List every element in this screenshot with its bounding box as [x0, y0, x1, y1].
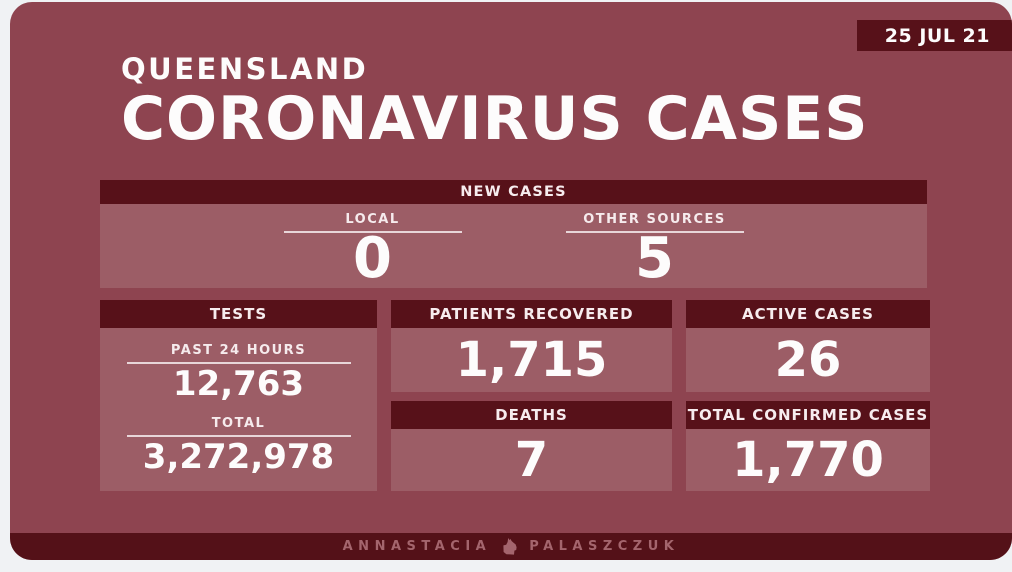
region-title: QUEENSLAND [121, 52, 369, 86]
active-cases-value: 26 [686, 328, 930, 392]
total-tests-value: 3,272,978 [142, 437, 335, 477]
tests-header: TESTS [100, 300, 377, 328]
divider [126, 362, 351, 364]
footer-last-name: PALASZCZUK [529, 539, 680, 554]
new-cases-panel: LOCAL 0 OTHER SOURCES 5 [100, 204, 927, 288]
new-cases-section: NEW CASES LOCAL 0 OTHER SOURCES 5 [100, 180, 927, 288]
spacer [686, 392, 930, 401]
total-tests-label: TOTAL [211, 416, 266, 431]
queensland-map-icon [503, 538, 517, 555]
deaths-value: 7 [391, 429, 672, 491]
footer-first-name: ANNASTACIA [342, 539, 492, 554]
date-text: 25 JUL 21 [884, 24, 990, 47]
new-cases-other-sources: OTHER SOURCES 5 [514, 204, 796, 288]
page-title: CORONAVIRUS CASES [121, 84, 869, 154]
local-value: 0 [353, 226, 392, 291]
divider [283, 231, 462, 233]
patients-recovered-header: PATIENTS RECOVERED [391, 300, 672, 328]
tests-panel: PAST 24 HOURS 12,763 TOTAL 3,272,978 [100, 328, 377, 491]
divider [126, 435, 351, 437]
deaths-header: DEATHS [391, 401, 672, 429]
past-24-hours-label: PAST 24 HOURS [170, 343, 307, 358]
title-block: QUEENSLAND CORONAVIRUS CASES [121, 52, 869, 150]
infographic-card: 25 JUL 21 QUEENSLAND CORONAVIRUS CASES N… [10, 2, 1012, 560]
active-cases-header: ACTIVE CASES [686, 300, 930, 328]
patients-recovered-value: 1,715 [391, 328, 672, 392]
recovered-deaths-column: PATIENTS RECOVERED 1,715 DEATHS 7 [391, 300, 672, 491]
other-sources-label: OTHER SOURCES [583, 212, 726, 227]
past-24-hours-value: 12,763 [172, 364, 305, 404]
total-confirmed-value: 1,770 [686, 429, 930, 491]
date-badge: 25 JUL 21 [856, 20, 1012, 51]
footer-signature-bar: ANNASTACIA PALASZCZUK [10, 533, 1012, 560]
new-cases-header: NEW CASES [100, 180, 927, 204]
spacer [391, 392, 672, 401]
divider [565, 231, 744, 233]
stats-grid: TESTS PAST 24 HOURS 12,763 TOTAL 3,272,9… [100, 300, 930, 491]
other-sources-value: 5 [635, 226, 674, 291]
new-cases-local: LOCAL 0 [232, 204, 514, 288]
active-confirmed-column: ACTIVE CASES 26 TOTAL CONFIRMED CASES 1,… [686, 300, 930, 491]
local-label: LOCAL [345, 212, 400, 227]
total-confirmed-header: TOTAL CONFIRMED CASES [686, 401, 930, 429]
tests-column: TESTS PAST 24 HOURS 12,763 TOTAL 3,272,9… [100, 300, 377, 491]
